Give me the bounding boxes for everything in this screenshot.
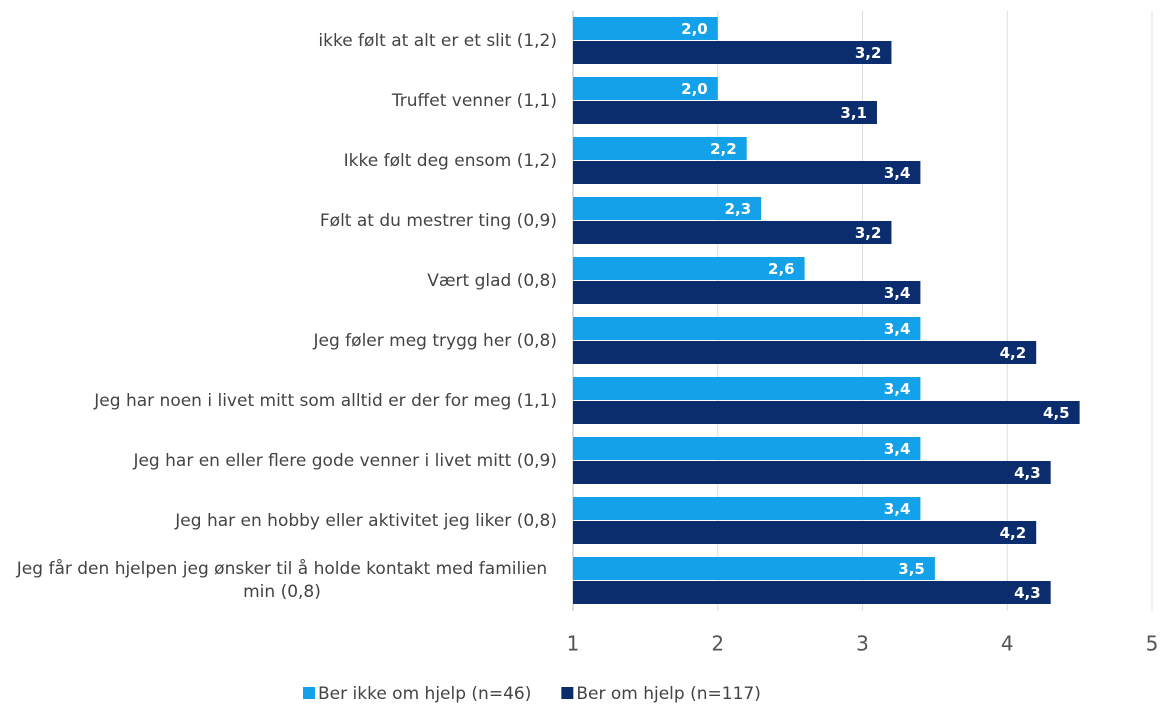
- category-label: ikke følt at alt er et slit (1,2): [0, 11, 557, 71]
- bar: [573, 101, 877, 124]
- category-label: Jeg har en hobby eller aktivitet jeg lik…: [0, 491, 557, 551]
- bar: [573, 401, 1080, 424]
- data-label: 4,5: [1043, 404, 1070, 422]
- category-text: ikke følt at alt er et slit (1,2): [318, 30, 557, 51]
- category-text: Følt at du mestrer ting (0,9): [319, 210, 557, 231]
- bar: [573, 77, 718, 100]
- category-text: Jeg får den hjelpen jeg ønsker til å hol…: [16, 559, 548, 602]
- category-text: Jeg har noen i livet mitt som alltid er …: [94, 390, 557, 411]
- category-text: Jeg har en hobby eller aktivitet jeg lik…: [175, 510, 557, 531]
- bar: [573, 437, 921, 460]
- x-tick-label: 5: [1146, 632, 1159, 656]
- category-label: Truffet venner (1,1): [0, 71, 557, 131]
- bar: [573, 17, 718, 40]
- data-label: 3,4: [884, 500, 911, 518]
- data-label: 3,4: [884, 380, 911, 398]
- legend-label: Ber om hjelp (n=117): [576, 684, 761, 704]
- category-label: Følt at du mestrer ting (0,9): [0, 191, 557, 251]
- data-label: 3,4: [884, 164, 911, 182]
- legend-swatch: [303, 687, 315, 699]
- data-label: 3,4: [884, 320, 911, 338]
- bar: [573, 377, 921, 400]
- bar: [573, 557, 935, 580]
- bar: [573, 341, 1037, 364]
- x-tick-label: 4: [1001, 632, 1014, 656]
- bar: [573, 461, 1051, 484]
- x-tick-label: 3: [856, 632, 869, 656]
- category-label: Jeg føler meg trygg her (0,8): [0, 311, 557, 371]
- category-text: Truffet venner (1,1): [391, 90, 557, 111]
- data-label: 4,2: [1000, 524, 1027, 542]
- data-label: 2,2: [710, 140, 737, 158]
- bar: [573, 221, 892, 244]
- category-label: Jeg får den hjelpen jeg ønsker til å hol…: [0, 551, 557, 611]
- data-label: 3,2: [855, 44, 882, 62]
- bar: [573, 257, 805, 280]
- bar: [573, 41, 892, 64]
- data-label: 2,0: [681, 20, 708, 38]
- category-label: Ikke følt deg ensom (1,2): [0, 131, 557, 191]
- bar: [573, 497, 921, 520]
- bar: [573, 137, 747, 160]
- data-label: 3,2: [855, 224, 882, 242]
- bar: [573, 281, 921, 304]
- category-label: Vært glad (0,8): [0, 251, 557, 311]
- data-label: 3,4: [884, 440, 911, 458]
- category-text: Jeg føler meg trygg her (0,8): [313, 330, 557, 351]
- data-label: 2,3: [725, 200, 752, 218]
- category-label: Jeg har en eller flere gode venner i liv…: [0, 431, 557, 491]
- x-tick-label: 2: [711, 632, 724, 656]
- data-label: 4,3: [1014, 584, 1041, 602]
- data-label: 4,2: [1000, 344, 1027, 362]
- data-label: 4,3: [1014, 464, 1041, 482]
- category-text: Jeg har en eller flere gode venner i liv…: [133, 450, 557, 471]
- data-label: 3,1: [840, 104, 867, 122]
- data-label: 2,0: [681, 80, 708, 98]
- bar: [573, 581, 1051, 604]
- category-label: Jeg har noen i livet mitt som alltid er …: [0, 371, 557, 431]
- data-label: 3,5: [898, 560, 925, 578]
- category-text: Vært glad (0,8): [427, 270, 557, 291]
- legend-swatch: [561, 687, 574, 699]
- bar: [573, 197, 762, 220]
- x-tick-label: 1: [567, 632, 580, 656]
- data-label: 2,6: [768, 260, 795, 278]
- bar: [573, 521, 1037, 544]
- category-text: Ikke følt deg ensom (1,2): [343, 150, 557, 171]
- legend-label: Ber ikke om hjelp (n=46): [318, 684, 531, 704]
- bar: [573, 317, 921, 340]
- data-label: 3,4: [884, 284, 911, 302]
- bar: [573, 161, 921, 184]
